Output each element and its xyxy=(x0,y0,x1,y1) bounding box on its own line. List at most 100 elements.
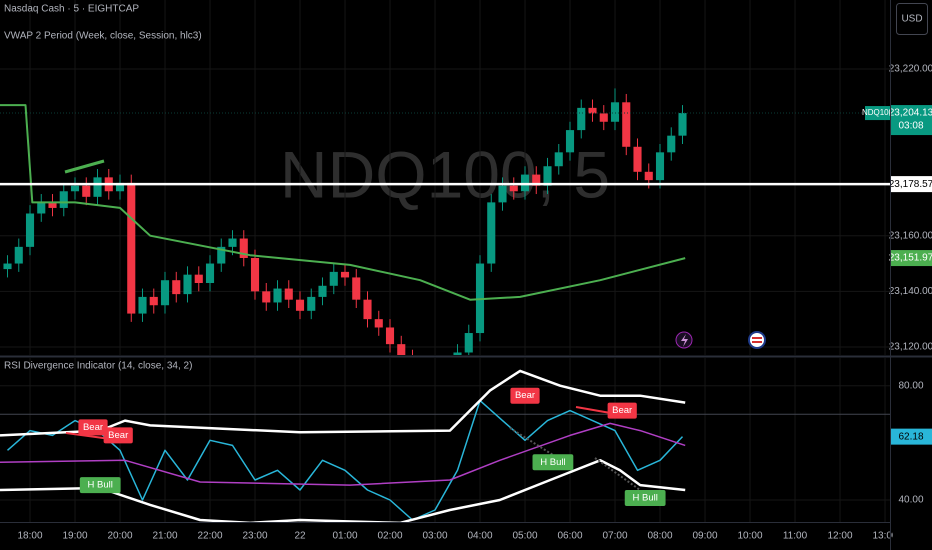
lightning-icon xyxy=(681,334,688,347)
candle-body xyxy=(565,130,575,153)
x-tick-label: 20:00 xyxy=(107,531,132,542)
x-tick-label: 07:00 xyxy=(602,531,627,542)
rsi-pane xyxy=(0,358,890,522)
candle-body xyxy=(464,333,473,353)
candle-body xyxy=(397,344,406,355)
candle-body xyxy=(239,238,248,258)
candle-body xyxy=(543,166,552,186)
candle-body xyxy=(115,182,125,192)
x-tick-label: 11:00 xyxy=(783,531,808,542)
x-tick-label: 12:00 xyxy=(827,531,852,542)
x-tick-label: 19:00 xyxy=(62,531,87,542)
y-tick-label: 23,160.00 xyxy=(889,230,932,241)
candle-body xyxy=(554,152,563,167)
x-tick-label: 23:00 xyxy=(242,531,267,542)
annotation-label: H Bull xyxy=(540,457,565,468)
annotation-label: Bear xyxy=(515,390,535,401)
last-price-box xyxy=(891,105,932,136)
annotation-label: Bear xyxy=(108,430,128,441)
flag-stripe xyxy=(752,337,762,339)
candle-body xyxy=(82,185,91,197)
candle-body xyxy=(340,271,350,278)
series-line xyxy=(0,369,686,437)
y-tick-label: 23,120.00 xyxy=(889,342,932,353)
candle-body xyxy=(307,296,316,311)
flag-icon[interactable] xyxy=(748,331,766,349)
currency-label: USD xyxy=(901,14,922,25)
candle-body xyxy=(262,291,271,303)
rsi-value-label: 62.18 xyxy=(898,431,923,442)
price-label-box xyxy=(891,176,932,193)
series-line xyxy=(0,422,686,486)
candle-body xyxy=(138,296,147,314)
price-label: 23,178.57 xyxy=(889,179,932,190)
indicator-title: VWAP 2 Period (Week, close, Session, hlc… xyxy=(4,31,202,42)
candle-body xyxy=(149,296,158,306)
x-tick-label: 13:00 xyxy=(872,531,897,542)
candle-body xyxy=(160,280,170,306)
x-tick-label: 21:00 xyxy=(152,531,177,542)
symbol-title: Nasdaq Cash · 5 · EIGHTCAP xyxy=(4,4,139,15)
symbol-label: NDQ100 xyxy=(862,108,894,117)
price-pane xyxy=(0,0,890,355)
y-tick-label: 40.00 xyxy=(898,495,923,506)
candle-body xyxy=(205,263,215,283)
flag-stripe xyxy=(752,341,762,343)
divergence-line xyxy=(509,427,554,456)
candle-body xyxy=(70,185,80,192)
candle-body xyxy=(363,299,372,320)
candle-body xyxy=(228,238,237,247)
annotation-label: H Bull xyxy=(88,480,113,491)
divergence-line xyxy=(594,457,641,491)
candle-body xyxy=(284,288,293,300)
countdown-label: 03:08 xyxy=(898,121,923,132)
x-tick-label: 01:00 xyxy=(332,531,357,542)
candle-body xyxy=(194,274,203,283)
annotation-box xyxy=(103,427,133,444)
x-tick-label: 10:00 xyxy=(737,531,762,542)
x-tick-label: 04:00 xyxy=(467,531,492,542)
candle-body xyxy=(678,113,687,136)
candle-body xyxy=(172,280,181,295)
annotation-box xyxy=(624,490,666,506)
candle-body xyxy=(295,299,305,311)
rsi-title: RSI Divergence Indicator (14, close, 34,… xyxy=(4,361,192,372)
candle-body xyxy=(127,182,136,314)
candle-body xyxy=(453,352,462,355)
candle-body xyxy=(532,174,541,186)
candle-body xyxy=(217,246,226,264)
y-tick-label: 23,140.00 xyxy=(889,286,932,297)
x-tick-label: 03:00 xyxy=(422,531,447,542)
candle-body xyxy=(25,213,35,247)
candle-body xyxy=(577,107,586,131)
x-tick-label: 09:00 xyxy=(692,531,717,542)
candle-body xyxy=(59,191,68,208)
candle-body xyxy=(3,263,12,270)
series-line xyxy=(0,459,686,522)
candle-body xyxy=(352,277,361,300)
candle-body xyxy=(633,146,642,172)
annotation-label: Bear xyxy=(612,405,632,416)
x-tick-label: 06:00 xyxy=(557,531,582,542)
annotation-box xyxy=(532,454,574,471)
annotation-box xyxy=(79,477,121,494)
candle-body xyxy=(14,246,23,264)
candle-body xyxy=(318,285,327,297)
rsi-value-box xyxy=(891,428,932,445)
candle-body xyxy=(655,152,665,181)
candle-body xyxy=(509,185,518,192)
x-tick-label: 22 xyxy=(294,531,306,542)
candle-body xyxy=(498,185,507,203)
candle-body xyxy=(250,257,260,292)
symbol-label-box xyxy=(865,106,890,121)
currency-button[interactable] xyxy=(896,3,928,35)
candle-body xyxy=(385,327,395,345)
annotation-box xyxy=(510,387,540,404)
candle-body xyxy=(622,102,631,147)
candle-body xyxy=(93,177,102,197)
axes: 23,120.00 23,140.00 23,160.00 23,220.00 40.0… xyxy=(862,64,932,506)
candle-body xyxy=(667,135,676,153)
